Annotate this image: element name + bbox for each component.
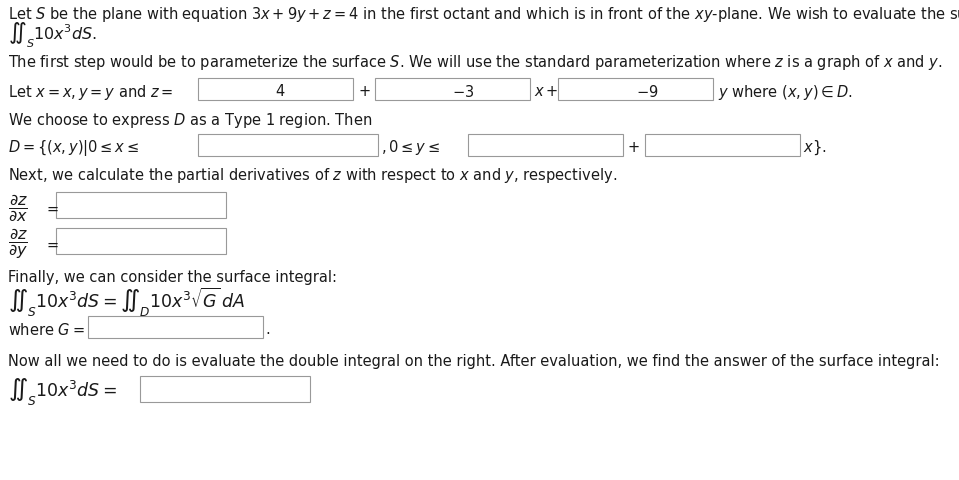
- Text: $D = \{(x, y)|0 \leq x \leq$: $D = \{(x, y)|0 \leq x \leq$: [8, 138, 139, 157]
- Bar: [56, 192, 226, 218]
- Text: $x\}$.: $x\}$.: [803, 139, 827, 157]
- Text: The first step would be to parameterize the surface $S$. We will use the standar: The first step would be to parameterize …: [8, 52, 943, 72]
- Text: $+$: $+$: [358, 84, 370, 99]
- Text: $+$: $+$: [627, 140, 640, 155]
- Text: Finally, we can consider the surface integral:: Finally, we can consider the surface int…: [8, 270, 337, 285]
- Text: Now all we need to do is evaluate the double integral on the right. After evalua: Now all we need to do is evaluate the do…: [8, 354, 940, 369]
- Text: $x+$: $x+$: [534, 84, 558, 99]
- Text: We choose to express $D$ as a Type 1 region. Then: We choose to express $D$ as a Type 1 reg…: [8, 110, 372, 129]
- Text: Next, we calculate the partial derivatives of $z$ with respect to $x$ and $y$, r: Next, we calculate the partial derivativ…: [8, 166, 618, 185]
- Text: $-3$: $-3$: [453, 84, 475, 100]
- Text: $-9$: $-9$: [636, 84, 658, 100]
- Bar: [140, 376, 310, 402]
- Text: $\iint_S 10x^3dS = \iint_D 10x^3\sqrt{G}\,dA$: $\iint_S 10x^3dS = \iint_D 10x^3\sqrt{G}…: [8, 285, 245, 318]
- Bar: [198, 135, 378, 156]
- Text: 4: 4: [275, 84, 285, 99]
- Text: $=$: $=$: [44, 200, 59, 215]
- Bar: [56, 228, 226, 254]
- Text: $\dfrac{\partial z}{\partial x}$: $\dfrac{\partial z}{\partial x}$: [8, 192, 28, 223]
- Bar: [468, 135, 623, 156]
- Bar: [198, 79, 353, 101]
- Text: $\dfrac{\partial z}{\partial y}$: $\dfrac{\partial z}{\partial y}$: [8, 226, 28, 261]
- Text: $,0 \leq y \leq$: $,0 \leq y \leq$: [381, 138, 440, 157]
- Bar: [375, 79, 530, 101]
- Bar: [558, 79, 713, 101]
- Bar: [88, 316, 263, 338]
- Bar: [645, 135, 800, 156]
- Text: Let $S$ be the plane with equation $3x + 9y + z = 4$ in the first octant and whi: Let $S$ be the plane with equation $3x +…: [8, 4, 959, 24]
- Text: where $G = $: where $G = $: [8, 321, 84, 337]
- Text: $=$: $=$: [44, 236, 59, 251]
- Text: Let $x = x, y = y$ and $z = $: Let $x = x, y = y$ and $z = $: [8, 83, 174, 101]
- Text: $\iint_S 10x^3dS$.: $\iint_S 10x^3dS$.: [8, 20, 97, 50]
- Text: .: .: [265, 322, 269, 337]
- Text: $\iint_S 10x^3dS = $: $\iint_S 10x^3dS = $: [8, 376, 117, 407]
- Text: $y$ where $(x, y) \in D$.: $y$ where $(x, y) \in D$.: [718, 83, 853, 101]
